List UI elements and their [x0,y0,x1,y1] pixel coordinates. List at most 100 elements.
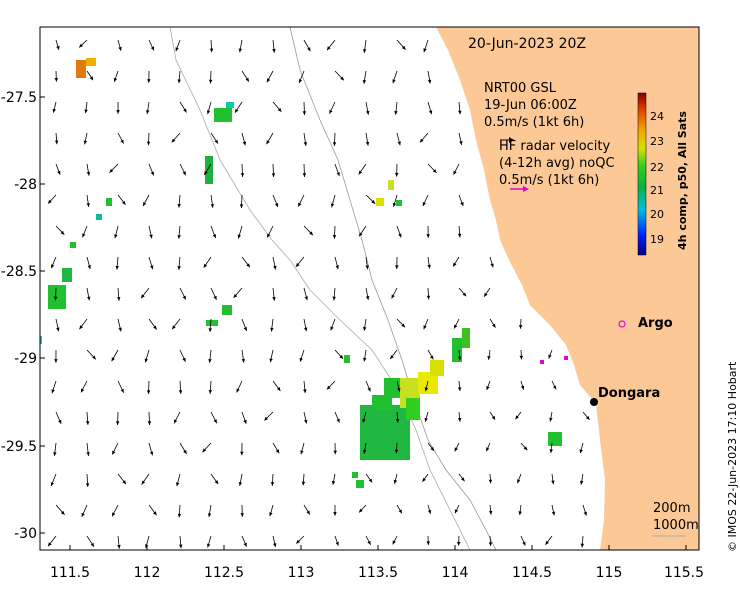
current-vector-head [359,232,363,237]
current-vector-head [270,482,275,486]
current-vector-head [241,358,245,363]
current-vector-head [392,540,396,545]
current-vector-head [462,292,467,297]
lon-tick-label: 113 [288,565,315,581]
current-vector-head [214,139,218,144]
current-vector-head [371,200,376,204]
current-vector-head [329,109,333,114]
current-vector-head [274,203,279,207]
current-vector-head [490,263,494,268]
current-vector-head [208,79,213,84]
lon-tick-label: 115.5 [664,565,704,581]
colorbar-tick-label: 22 [650,161,664,174]
depth-contour-1000m [169,27,471,550]
current-vector-head [391,294,395,299]
colorbar-tick-label: 20 [650,208,664,221]
current-vector-head [79,43,83,48]
argo-label: Argo [638,316,673,331]
current-vector-head [489,510,493,515]
current-vector-head [86,171,91,176]
current-vector-head [519,355,523,360]
current-vector-head [182,357,186,362]
current-vector-head [57,170,61,175]
current-vector-head [237,234,241,239]
current-vector-head [208,359,212,363]
current-vector-head [50,482,55,486]
current-vector-head [359,508,363,513]
current-vector-head [141,480,146,485]
current-vector-head [365,141,370,146]
current-vector-head [109,168,114,173]
colorbar [637,92,647,256]
current-vector-head [397,387,401,392]
current-vector-head [81,388,85,393]
current-vector-head [392,79,396,84]
lat-tick-label: -28 [14,177,37,193]
current-vector-head [453,170,457,175]
current-vector-head [146,110,150,114]
current-vector-head [460,202,464,206]
colorbar-title: 4h comp, p50, All Sats [676,111,689,250]
current-vector-head [579,449,583,454]
current-vector-head [390,355,394,359]
hf-line2: (4-12h avg) noQC [499,156,615,171]
current-vector-head [177,266,181,270]
current-vector-head [86,452,90,456]
current-vector-head [112,512,116,517]
current-vector-head [85,483,90,487]
current-vector-head [458,110,462,115]
current-vector-head [401,45,406,50]
current-vector-head [175,47,179,52]
current-vector-head [426,234,430,238]
current-vector-head [52,108,56,113]
current-vector-head [339,355,344,359]
current-vector-head [264,416,268,421]
current-vector-head [332,235,337,239]
current-vector-head [143,202,147,207]
current-vector-head [327,46,331,51]
current-vector-head [271,173,276,177]
depth-scale-1000: 1000m [653,518,699,533]
current-vector-head [83,140,88,145]
current-vector-head [488,542,493,546]
current-vector-head [177,513,182,518]
current-vector-head [367,540,371,545]
current-vector-head [214,480,219,485]
lat-tick-label: -30 [14,526,37,542]
lat-tick-label: -28.5 [1,264,37,280]
current-vector-head [487,356,491,360]
current-vector-head [484,292,488,297]
current-vector-head [515,415,519,420]
current-vector-head [204,171,208,175]
current-vector-head [300,450,304,455]
current-vector-head [520,385,525,390]
current-vector-head [398,233,402,238]
current-vector-head [455,509,459,514]
current-vector-head [457,233,462,238]
current-vector-head [303,389,307,394]
land-mass [436,27,699,550]
current-vector-head [335,541,339,546]
lon-tick-label: 115 [596,565,623,581]
current-vector-head [273,543,277,547]
current-vector-head [117,544,121,549]
current-vector-head [298,79,303,83]
current-vector-head [210,204,214,208]
current-vectors [47,39,590,549]
current-vector-head [461,477,465,482]
current-vector-head [419,138,424,143]
colorbar-tick-label: 24 [650,110,664,123]
current-vector-head [212,234,216,239]
current-vector-head [243,327,247,331]
current-vector-head [272,48,276,53]
current-vector-head [117,297,121,301]
current-vector-head [213,419,217,424]
current-vector-head [330,203,335,208]
current-vector-head [270,327,274,332]
current-vector-head [427,510,432,514]
current-vector-head [172,325,176,330]
current-vector-head [60,510,65,515]
current-vector-head [87,296,91,301]
current-vector-head [240,451,244,456]
current-vector-head [454,447,458,452]
